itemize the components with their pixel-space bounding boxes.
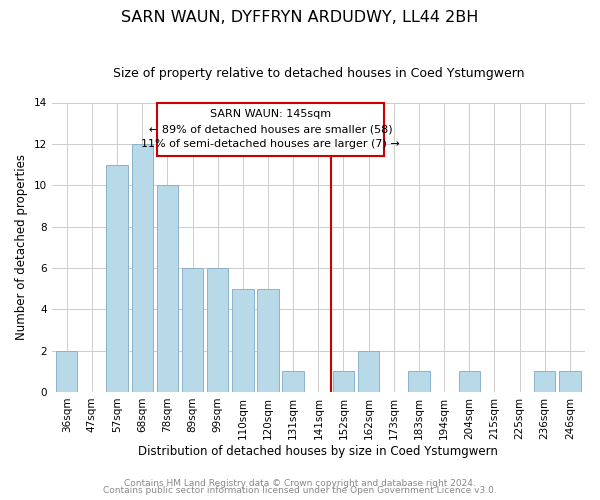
Text: SARN WAUN: 145sqm: SARN WAUN: 145sqm <box>210 110 331 120</box>
Bar <box>157 185 178 392</box>
X-axis label: Distribution of detached houses by size in Coed Ystumgwern: Distribution of detached houses by size … <box>139 444 498 458</box>
Bar <box>333 372 354 392</box>
Bar <box>257 288 279 392</box>
Title: Size of property relative to detached houses in Coed Ystumgwern: Size of property relative to detached ho… <box>113 68 524 80</box>
Text: Contains HM Land Registry data © Crown copyright and database right 2024.: Contains HM Land Registry data © Crown c… <box>124 478 476 488</box>
Bar <box>534 372 556 392</box>
Bar <box>232 288 254 392</box>
Bar <box>458 372 480 392</box>
Bar <box>408 372 430 392</box>
Y-axis label: Number of detached properties: Number of detached properties <box>15 154 28 340</box>
Bar <box>283 372 304 392</box>
Text: Contains public sector information licensed under the Open Government Licence v3: Contains public sector information licen… <box>103 486 497 495</box>
FancyBboxPatch shape <box>157 102 384 156</box>
Bar <box>207 268 229 392</box>
Bar <box>106 164 128 392</box>
Bar <box>358 350 379 392</box>
Text: ← 89% of detached houses are smaller (58): ← 89% of detached houses are smaller (58… <box>149 124 392 134</box>
Text: 11% of semi-detached houses are larger (7) →: 11% of semi-detached houses are larger (… <box>141 140 400 149</box>
Text: SARN WAUN, DYFFRYN ARDUDWY, LL44 2BH: SARN WAUN, DYFFRYN ARDUDWY, LL44 2BH <box>121 10 479 25</box>
Bar <box>182 268 203 392</box>
Bar <box>56 350 77 392</box>
Bar <box>131 144 153 392</box>
Bar <box>559 372 581 392</box>
